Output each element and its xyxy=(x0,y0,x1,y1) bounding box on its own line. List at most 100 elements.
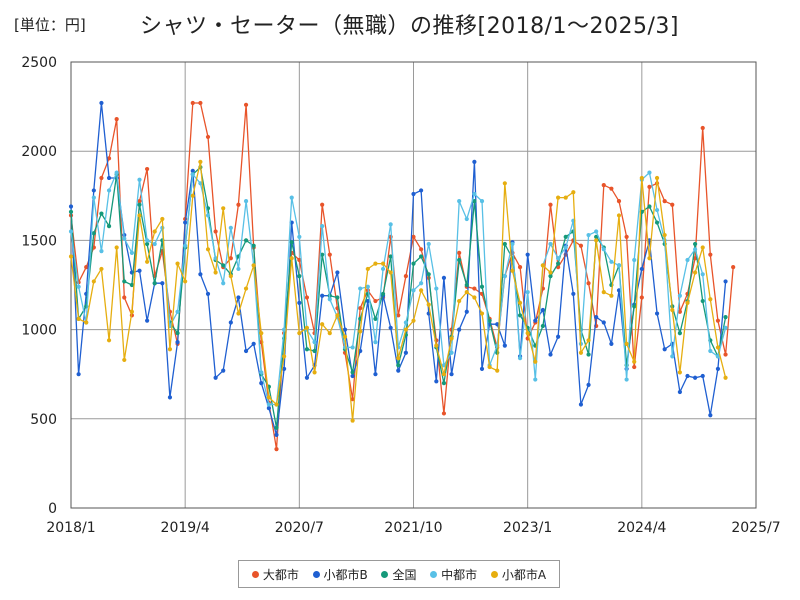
legend-item: 大都市 xyxy=(251,566,299,583)
data-point xyxy=(106,188,112,193)
y-tick-label: 0 xyxy=(48,501,57,517)
data-point xyxy=(693,256,698,261)
data-point xyxy=(517,313,523,318)
data-point xyxy=(228,256,233,261)
data-point xyxy=(685,373,690,379)
data-point xyxy=(479,366,485,371)
data-point xyxy=(411,288,416,293)
data-point xyxy=(183,220,188,225)
data-point xyxy=(396,363,401,368)
data-point xyxy=(320,293,325,298)
data-point xyxy=(571,190,576,195)
data-point xyxy=(464,309,469,314)
data-point xyxy=(548,352,553,357)
data-point xyxy=(479,199,485,204)
legend-label: 全国 xyxy=(392,567,417,582)
data-point xyxy=(335,295,340,300)
data-point xyxy=(388,270,393,275)
data-point xyxy=(495,368,500,373)
data-point xyxy=(76,284,81,289)
data-point xyxy=(517,265,523,270)
data-point xyxy=(693,241,698,247)
data-point xyxy=(685,300,690,305)
data-point xyxy=(723,352,728,357)
data-point xyxy=(609,259,614,264)
data-point xyxy=(152,281,157,286)
data-point xyxy=(624,377,629,382)
data-point xyxy=(731,265,736,270)
data-point xyxy=(609,341,614,346)
data-point xyxy=(472,295,477,300)
data-point xyxy=(167,395,173,400)
data-point xyxy=(160,216,165,222)
series-layer xyxy=(68,100,736,452)
data-point xyxy=(327,331,332,336)
axis-layer: 0 500 1000 1500 2000 2500 2018/1 2019/4 2020/7 20… xyxy=(21,55,780,536)
data-point xyxy=(76,316,81,321)
data-point xyxy=(335,313,340,318)
legend-label: 小都市A xyxy=(501,567,547,582)
legend-marker xyxy=(251,570,259,578)
data-point xyxy=(654,220,660,225)
data-point xyxy=(274,432,279,437)
data-point xyxy=(236,311,241,316)
data-point xyxy=(320,252,325,257)
data-point xyxy=(243,348,249,354)
data-point xyxy=(342,327,348,332)
data-point xyxy=(449,350,454,355)
data-point xyxy=(243,102,249,107)
data-point xyxy=(616,199,622,204)
data-point xyxy=(662,347,667,352)
data-point xyxy=(221,368,226,373)
data-point xyxy=(122,357,127,363)
data-point xyxy=(114,116,119,122)
data-point xyxy=(533,359,538,364)
legend-label: 中都市 xyxy=(441,567,478,582)
legend-marker xyxy=(430,570,438,578)
grid-layer xyxy=(70,61,757,509)
data-point xyxy=(251,263,256,268)
x-tick-label: 2023/1 xyxy=(503,520,552,536)
data-point xyxy=(274,447,279,452)
data-point xyxy=(297,300,302,305)
data-point xyxy=(213,270,218,275)
data-point xyxy=(297,273,302,279)
series-line xyxy=(70,102,727,436)
data-point xyxy=(91,231,96,236)
data-point xyxy=(251,341,256,346)
data-point xyxy=(586,338,591,343)
data-point xyxy=(457,199,462,204)
data-point xyxy=(198,100,203,106)
data-point xyxy=(517,356,523,361)
data-point xyxy=(358,286,363,291)
data-point xyxy=(373,372,378,377)
legend-marker xyxy=(312,570,320,578)
data-point xyxy=(525,331,530,336)
data-point xyxy=(259,331,264,336)
data-point xyxy=(106,338,112,343)
data-point xyxy=(167,347,173,352)
data-point xyxy=(228,320,233,325)
data-point xyxy=(221,206,226,211)
data-point xyxy=(632,257,637,263)
data-point xyxy=(502,181,507,186)
data-point xyxy=(594,238,599,243)
data-point xyxy=(205,134,211,140)
data-point xyxy=(616,263,622,268)
chart-legend: 大都市 小都市B 全国 中都市 小都市A xyxy=(238,560,560,588)
plot-area-border xyxy=(70,61,757,509)
chart-unit-label: [単位：円] xyxy=(14,16,86,34)
data-point xyxy=(282,354,287,359)
x-tick-label: 2020/7 xyxy=(275,520,324,536)
data-point xyxy=(106,224,112,229)
data-point xyxy=(68,254,74,259)
data-point xyxy=(198,272,203,277)
data-point xyxy=(715,345,721,350)
data-point xyxy=(479,284,485,289)
data-point xyxy=(76,372,81,377)
data-point xyxy=(335,270,340,275)
data-point xyxy=(106,156,112,161)
legend-item: 小都市A xyxy=(490,566,547,583)
data-point xyxy=(601,182,606,188)
data-point xyxy=(502,343,507,348)
